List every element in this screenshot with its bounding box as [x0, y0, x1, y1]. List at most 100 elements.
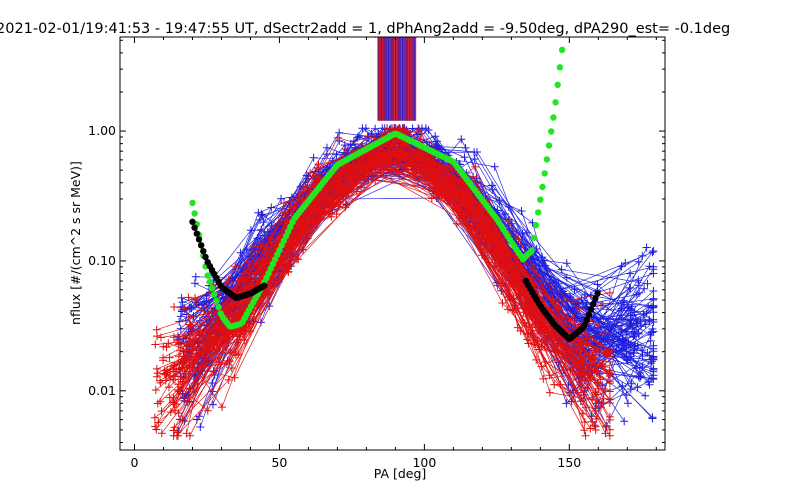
blue-plus-marker [635, 368, 644, 377]
red-plus-marker [175, 364, 184, 373]
red-plus-marker [605, 412, 614, 421]
green-fit-dot [215, 303, 222, 311]
blue-plus-marker [457, 135, 466, 144]
blue-plus-marker [620, 417, 629, 426]
red-plus-marker [471, 162, 480, 171]
green-fit-dot [204, 272, 211, 279]
green-fit-dot [556, 64, 564, 71]
red-plus-marker [314, 160, 323, 169]
red-plus-marker [258, 241, 267, 250]
blue-plus-marker [208, 379, 217, 387]
blue-plus-marker [561, 289, 569, 298]
red-plus-marker [580, 351, 589, 360]
blue-plus-marker [646, 336, 655, 345]
red-plus-marker [497, 238, 506, 247]
red-plus-marker [426, 164, 435, 173]
blue-plus-marker [527, 254, 536, 263]
red-plus-marker [505, 217, 514, 226]
red-plus-marker [224, 375, 233, 384]
red-plus-marker [221, 334, 230, 343]
blue-plus-marker [199, 297, 208, 306]
black-fit-dot [590, 300, 597, 308]
red-plus-marker [462, 183, 471, 192]
red-plus-marker [178, 415, 187, 424]
black-fit-dot [191, 224, 198, 231]
red-plus-marker [170, 303, 179, 311]
black-fit-dot [583, 316, 590, 324]
red-plus-marker [249, 242, 258, 251]
blue-plus-marker [208, 400, 217, 409]
blue-plus-marker [277, 194, 286, 203]
red-plus-marker [605, 395, 614, 404]
ticks-layer: 0 50 100 150 0.01 0.10 1.00 [88, 37, 665, 470]
blue-plus-marker [643, 279, 652, 288]
red-plus-marker [462, 195, 471, 203]
red-plus-marker [605, 288, 614, 297]
blue-plus-marker [649, 247, 658, 255]
red-plus-marker [245, 268, 254, 277]
red-plus-marker [599, 394, 608, 403]
red-plus-marker [508, 306, 517, 315]
blue-plus-marker [424, 126, 433, 134]
red-plus-marker [363, 167, 372, 176]
black-fit-dot [581, 322, 588, 329]
green-fit-dot [554, 81, 561, 89]
red-plus-marker [334, 202, 343, 211]
blue-plus-marker [557, 265, 566, 274]
blue-plus-marker [335, 128, 344, 137]
red-plus-marker [605, 352, 614, 361]
green-fit-dot [206, 278, 214, 286]
blue-plus-marker [649, 269, 658, 278]
blue-plus-marker [649, 341, 658, 350]
red-plus-marker [165, 383, 173, 392]
blue-plus-marker [593, 280, 602, 289]
red-plus-marker [157, 407, 166, 416]
red-plus-marker [352, 187, 361, 196]
blue-plus-marker [620, 298, 629, 307]
blue-plus-marker [649, 287, 658, 295]
data-layer [150, 37, 658, 440]
blue-plus-marker [470, 148, 479, 157]
blue-plus-marker [358, 124, 367, 133]
red-plus-marker [153, 399, 162, 408]
blue-plus-marker [256, 235, 265, 244]
red-plus-marker [409, 170, 418, 179]
red-plus-marker [605, 377, 614, 386]
blue-plus-marker [647, 375, 656, 383]
red-plus-marker [185, 320, 194, 329]
red-plus-marker [184, 293, 193, 302]
red-plus-marker [415, 125, 423, 134]
red-plus-marker [258, 260, 267, 269]
red-plus-marker [174, 352, 183, 361]
red-plus-marker [530, 265, 539, 274]
blue-plus-marker [190, 279, 199, 288]
blue-plus-marker [649, 308, 658, 317]
red-plus-marker [170, 361, 179, 370]
red-plus-marker [370, 133, 379, 142]
blue-plus-marker [626, 269, 635, 278]
x-tick-label: 100 [412, 455, 436, 470]
red-plus-marker [174, 380, 183, 389]
red-plus-marker [157, 429, 166, 438]
red-plus-marker [597, 403, 605, 412]
blue-plus-marker [647, 357, 656, 366]
green-fit-dot [530, 234, 537, 242]
blue-plus-marker [641, 391, 650, 400]
red-plus-marker [176, 387, 185, 396]
blue-plus-marker [632, 290, 641, 299]
red-plus-marker [151, 422, 160, 431]
blue-plus-marker [645, 380, 654, 389]
red-plus-marker [169, 398, 178, 407]
red-plus-marker [394, 153, 403, 162]
blue-plus-marker [642, 309, 651, 318]
blue-plus-marker [649, 295, 658, 304]
blue-plus-marker [645, 316, 654, 325]
green-fit-dot [550, 114, 557, 121]
red-plus-marker [601, 328, 610, 337]
x-tick-label: 150 [557, 455, 581, 470]
blue-plus-marker [186, 303, 195, 312]
blue-plus-marker [412, 130, 421, 139]
red-plus-marker [341, 145, 350, 154]
red-plus-marker [169, 426, 178, 435]
black-fit-dot [261, 282, 268, 289]
